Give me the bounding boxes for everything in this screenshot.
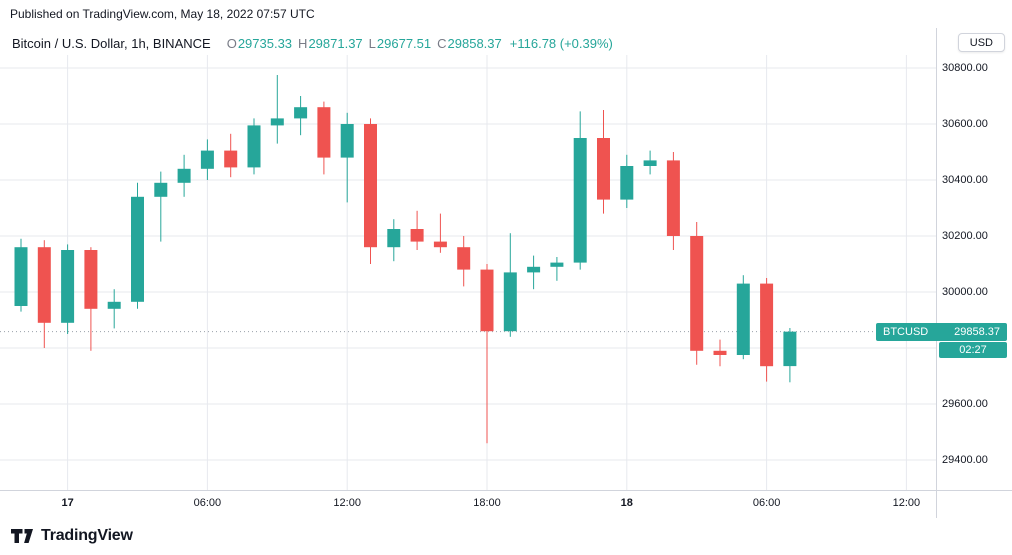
tradingview-logo-text: TradingView	[41, 527, 133, 544]
symbol-title[interactable]: Bitcoin / U.S. Dollar, 1h, BINANCE	[12, 36, 211, 51]
last-price-badge: BTCUSD 29858.37	[876, 322, 1007, 341]
candle-body[interactable]	[270, 118, 284, 126]
ohlc-letter: C	[437, 36, 447, 51]
candle-body[interactable]	[340, 124, 354, 158]
ohlc-letter: L	[368, 36, 376, 51]
candle-body[interactable]	[37, 247, 51, 323]
candle-body[interactable]	[247, 125, 261, 168]
time-axis-label: 06:00	[193, 497, 222, 509]
time-axis[interactable]: 17 06:00 12:00 18:00 18 06:00 12:00	[0, 497, 936, 517]
publish-caption: Published on TradingView.com, May 18, 20…	[10, 7, 315, 21]
candle-body[interactable]	[760, 283, 774, 367]
candle-body[interactable]	[480, 269, 494, 332]
candle-body[interactable]	[573, 138, 587, 263]
candle-body[interactable]	[387, 229, 401, 248]
ohlc-value: 29735.33	[237, 36, 293, 51]
candle-body[interactable]	[527, 266, 541, 273]
chart-legend: Bitcoin / U.S. Dollar, 1h, BINANCE O29735…	[12, 36, 613, 51]
candle-body[interactable]	[84, 250, 98, 309]
time-axis-label: 17	[61, 497, 74, 509]
candle-body[interactable]	[783, 331, 797, 367]
currency-toggle-button[interactable]: USD	[957, 33, 1005, 52]
candle-body[interactable]	[620, 166, 634, 200]
badge-symbol: BTCUSD	[883, 325, 929, 338]
time-axis-label: 18	[620, 497, 633, 509]
candle-body[interactable]	[61, 250, 75, 323]
candle-body[interactable]	[200, 150, 214, 169]
ohlc-value: 29677.51	[376, 36, 432, 51]
candle-body[interactable]	[177, 168, 191, 183]
candle-body[interactable]	[107, 301, 121, 309]
candle-body[interactable]	[457, 247, 471, 270]
candle-body[interactable]	[690, 236, 704, 351]
time-axis-label: 12:00	[333, 497, 361, 509]
price-change: +116.78 (+0.39%)	[509, 36, 613, 51]
candle-body[interactable]	[410, 229, 424, 242]
time-axis-label: 18:00	[473, 497, 501, 509]
candle-body[interactable]	[550, 262, 564, 267]
candle-body[interactable]	[154, 182, 168, 197]
time-axis-label: 06:00	[752, 497, 781, 509]
candle-body[interactable]	[503, 272, 517, 332]
candle-body[interactable]	[736, 283, 750, 355]
ohlc-values: O29735.33 H29871.37 L29677.51 C29858.37	[221, 36, 502, 51]
candle-body[interactable]	[14, 247, 28, 306]
ohlc-value: 29871.37	[308, 36, 363, 51]
candle-body[interactable]	[294, 107, 308, 119]
candle-body[interactable]	[597, 138, 610, 200]
time-axis-label: 12:00	[892, 497, 921, 509]
ohlc-value: 29858.37	[447, 36, 502, 51]
candle-body[interactable]	[364, 124, 377, 248]
bar-countdown-badge: 02:27	[939, 341, 1007, 358]
tradingview-logo[interactable]: TradingView	[10, 527, 133, 545]
tradingview-logo-icon	[11, 529, 33, 543]
ohlc-letter: O	[226, 36, 237, 51]
candle-body[interactable]	[433, 241, 447, 248]
candle-body[interactable]	[317, 107, 331, 158]
candle-body[interactable]	[713, 350, 727, 355]
candle-body[interactable]	[224, 150, 238, 168]
candle-body[interactable]	[131, 196, 144, 302]
badge-price: 29858.37	[954, 325, 1000, 338]
candle-body[interactable]	[666, 160, 680, 236]
candle-body[interactable]	[643, 160, 657, 166]
ohlc-letter: H	[298, 36, 308, 51]
